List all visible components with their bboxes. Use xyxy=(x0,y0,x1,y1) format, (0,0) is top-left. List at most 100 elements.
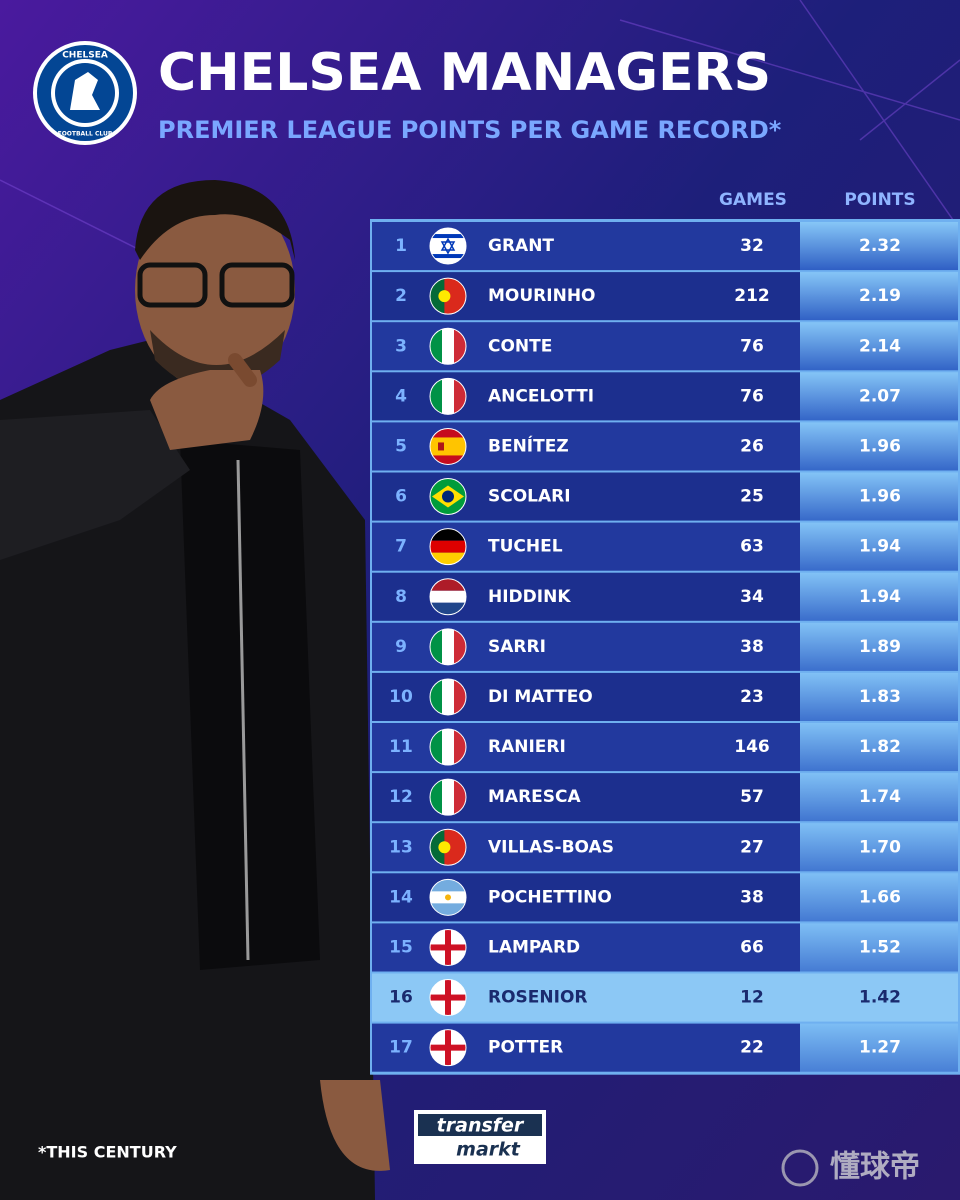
table: 1 GRANT 32 2.322 MOURINHO 212 2.193 CONTE 76 2.14… xyxy=(370,219,960,1075)
flag xyxy=(429,979,467,1017)
manager-name: MOURINHO xyxy=(488,286,596,306)
manager-name: ROSENIOR xyxy=(488,988,588,1008)
flag-part xyxy=(430,540,466,553)
table-row: 15 LAMPARD 66 1.52 xyxy=(372,923,958,972)
points-cell xyxy=(800,622,958,671)
table-row: 8 HIDDINK 34 1.94 xyxy=(372,572,958,621)
points-cell xyxy=(800,973,958,1022)
watermark-icon xyxy=(781,1149,819,1187)
flag-ring xyxy=(429,478,467,516)
badge-text: CHELSEA xyxy=(62,51,108,61)
flag-part xyxy=(438,442,444,451)
points: 2.19 xyxy=(859,286,901,306)
rank: 11 xyxy=(389,737,413,757)
games: 26 xyxy=(740,436,764,456)
table-row: 5 BENÍTEZ 26 1.96 xyxy=(372,422,958,471)
manager-name: POCHETTINO xyxy=(488,887,612,907)
flag xyxy=(429,928,467,966)
flag-part xyxy=(444,829,466,866)
flag-part xyxy=(430,578,466,591)
points: 1.42 xyxy=(859,988,901,1008)
flag xyxy=(429,778,467,816)
manager-name: BENÍTEZ xyxy=(488,434,569,456)
flag-ring xyxy=(429,979,467,1017)
column-header: GAMES xyxy=(719,190,787,210)
flag-body xyxy=(430,578,466,615)
flag-part xyxy=(430,829,445,866)
games: 22 xyxy=(740,1038,764,1058)
rank: 17 xyxy=(389,1038,413,1058)
table-row: 11 RANIERI 146 1.82 xyxy=(372,723,958,772)
flag-ring xyxy=(429,227,467,265)
flag-body xyxy=(430,979,466,1016)
manager-name: GRANT xyxy=(488,236,554,256)
points-cell xyxy=(800,322,958,371)
points-cell xyxy=(800,672,958,721)
points: 1.94 xyxy=(859,537,901,557)
transfermarkt-logo: transfer markt xyxy=(414,1110,546,1164)
flag-part xyxy=(454,729,466,766)
points: 1.94 xyxy=(859,587,901,607)
rank: 6 xyxy=(395,487,407,507)
flag-part xyxy=(430,552,466,565)
rank: 1 xyxy=(395,236,407,256)
flag-body xyxy=(430,929,466,966)
table-row: 10 DI MATTEO 23 1.83 xyxy=(372,672,958,721)
flag-ring xyxy=(429,277,467,315)
manager-name: SCOLARI xyxy=(488,487,571,507)
flag-part xyxy=(430,437,466,456)
manager-name: SARRI xyxy=(488,637,546,657)
rank: 3 xyxy=(395,336,407,356)
games: 32 xyxy=(740,236,764,256)
flag-ring xyxy=(429,528,467,566)
flag-part xyxy=(430,278,445,315)
rank: 16 xyxy=(389,988,413,1008)
flag xyxy=(429,528,467,566)
title: CHELSEA MANAGERS xyxy=(158,43,771,103)
column-header: POINTS xyxy=(844,190,915,210)
flag-ring xyxy=(429,778,467,816)
table-row: 4 ANCELOTTI 76 2.07 xyxy=(372,372,958,421)
points-cell xyxy=(800,472,958,521)
flag-ring xyxy=(429,678,467,716)
points-cell xyxy=(800,823,958,872)
points-cell xyxy=(800,222,958,271)
logo-text: markt xyxy=(456,1139,521,1161)
points-cell xyxy=(800,873,958,922)
flag-part xyxy=(430,678,442,715)
games: 23 xyxy=(740,687,764,707)
flag xyxy=(429,578,467,616)
flag-ring xyxy=(429,628,467,666)
rank: 14 xyxy=(389,887,413,907)
manager-name: DI MATTEO xyxy=(488,687,593,707)
games: 76 xyxy=(740,386,764,406)
manager-name: LAMPARD xyxy=(488,937,580,957)
flag-part xyxy=(442,779,454,816)
points-cell xyxy=(800,773,958,822)
flag-part xyxy=(442,628,454,665)
flag-part xyxy=(438,290,451,303)
flag-part xyxy=(442,378,454,415)
flag-part xyxy=(430,602,466,615)
rank: 5 xyxy=(395,436,407,456)
flag-part xyxy=(430,254,466,259)
flag-part xyxy=(430,628,442,665)
flag-part xyxy=(454,779,466,816)
watermark: 懂球帝 xyxy=(830,1150,920,1185)
logo-text: transfer xyxy=(437,1115,525,1137)
games: 38 xyxy=(740,637,764,657)
flag-body xyxy=(430,228,466,265)
points: 2.07 xyxy=(859,386,901,406)
flag xyxy=(429,427,467,465)
manager-name: RANIERI xyxy=(488,737,566,757)
flag xyxy=(429,277,467,315)
flag-ring xyxy=(429,928,467,966)
flag xyxy=(429,678,467,716)
table-row: 14 POCHETTINO 38 1.66 xyxy=(372,873,958,922)
points: 1.74 xyxy=(859,787,901,807)
flag-body xyxy=(430,879,466,916)
manager-name: HIDDINK xyxy=(488,587,571,607)
flag-ring xyxy=(429,878,467,916)
rank: 15 xyxy=(389,937,413,957)
